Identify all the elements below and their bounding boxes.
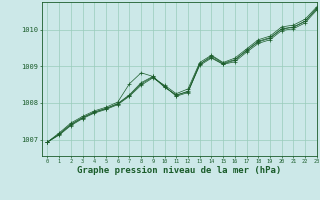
X-axis label: Graphe pression niveau de la mer (hPa): Graphe pression niveau de la mer (hPa) (77, 166, 281, 175)
